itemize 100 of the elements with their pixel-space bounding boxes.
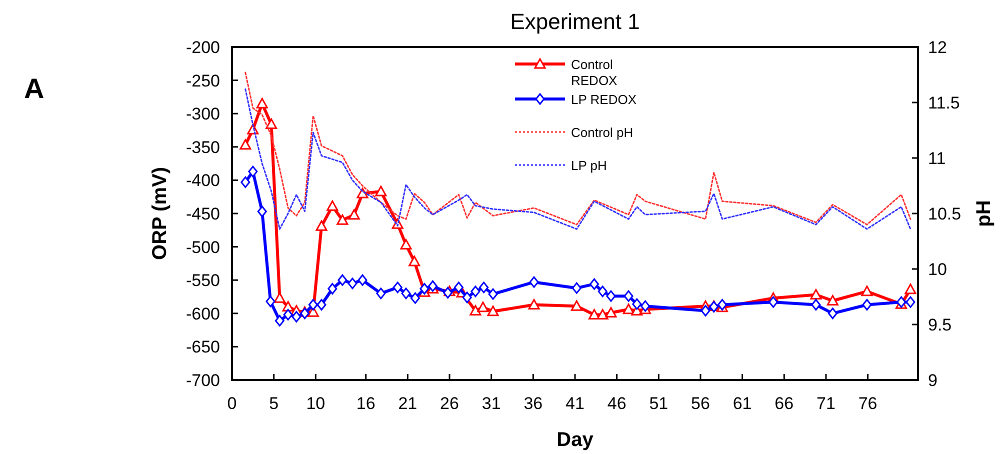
- point: [408, 256, 420, 266]
- y-tick-label: -250: [186, 71, 220, 90]
- y2-tick-label: 11.5: [928, 94, 960, 112]
- legend-label: LP pH: [571, 158, 607, 173]
- x-tick-label: 41: [566, 394, 584, 413]
- point: [605, 306, 617, 318]
- x-tick-label: 5: [269, 394, 279, 413]
- point: [420, 283, 430, 295]
- point: [392, 282, 402, 294]
- point: [588, 308, 600, 320]
- point: [282, 300, 294, 312]
- legend-label: Control REDOX: [571, 57, 618, 88]
- point: [596, 308, 608, 320]
- point: [336, 214, 348, 225]
- point: [826, 294, 838, 306]
- point: [624, 290, 634, 302]
- point: [400, 239, 412, 250]
- y2-tick-label: 10.5: [928, 204, 962, 224]
- point: [862, 298, 872, 310]
- x-tick-label: 26: [440, 394, 459, 413]
- x-tick-label: 21: [398, 394, 418, 413]
- x-tick-label: 66: [774, 394, 794, 413]
- point: [470, 304, 482, 316]
- point: [529, 276, 539, 288]
- x-tick-label: 71: [816, 394, 836, 413]
- point: [828, 308, 838, 320]
- x-tick-label: 10: [306, 394, 326, 413]
- y-tick-label: -300: [186, 104, 220, 124]
- point: [454, 282, 464, 294]
- point: [257, 206, 267, 218]
- y-tick-label: -600: [186, 304, 220, 324]
- chart-title: Experiment 1: [510, 9, 640, 34]
- point: [316, 220, 328, 231]
- point: [283, 308, 293, 320]
- point: [487, 306, 499, 316]
- y-tick-label: -500: [186, 238, 220, 257]
- point: [462, 292, 472, 304]
- point: [632, 298, 642, 310]
- point: [906, 296, 916, 308]
- point: [266, 296, 276, 308]
- point: [348, 209, 360, 220]
- point: [248, 166, 258, 178]
- x-tick-label: 0: [227, 394, 237, 413]
- point: [768, 296, 778, 308]
- x-tick-label: 16: [356, 394, 376, 413]
- point: [240, 176, 250, 188]
- point: [376, 288, 386, 300]
- legend-label: LP REDOX: [571, 92, 637, 107]
- y-tick-label: -450: [186, 204, 220, 224]
- point: [479, 282, 489, 294]
- point: [861, 286, 873, 296]
- point: [338, 274, 348, 286]
- point: [326, 200, 338, 211]
- x-tick-label: 51: [649, 394, 668, 413]
- x-tick-label: 56: [691, 394, 710, 413]
- point: [488, 288, 498, 300]
- y-axis-title: ORP (mV): [149, 167, 171, 260]
- y2-tick-label: 12: [928, 38, 947, 57]
- y-tick-label: -700: [186, 371, 220, 390]
- x-tick-label: 36: [524, 394, 543, 413]
- point: [904, 284, 916, 294]
- point: [274, 314, 284, 326]
- y2-tick-label: 11: [928, 149, 946, 168]
- point: [572, 282, 582, 294]
- point: [274, 292, 286, 303]
- point: [598, 286, 608, 298]
- y-tick-label: -350: [186, 138, 220, 157]
- y-tick-label: -200: [186, 38, 220, 57]
- point: [622, 304, 634, 314]
- point: [375, 186, 387, 196]
- y-tick-label: -400: [186, 171, 220, 190]
- y2-axis-title: pH: [973, 200, 995, 227]
- point: [358, 274, 368, 286]
- point: [477, 302, 489, 312]
- x-axis-title: Day: [556, 429, 594, 451]
- point: [470, 286, 480, 298]
- point: [256, 98, 268, 108]
- text: A: [24, 73, 44, 104]
- point: [811, 298, 821, 310]
- point: [589, 278, 599, 290]
- point: [300, 308, 310, 320]
- point: [570, 300, 582, 311]
- y2-tick-label: 10: [928, 260, 947, 279]
- point: [240, 139, 252, 150]
- y2-tick-label: 9: [928, 371, 938, 390]
- y-tick-label: -550: [186, 271, 220, 290]
- y2-tick-label: 9.5: [928, 316, 952, 334]
- legend-label: Control pH: [571, 125, 634, 140]
- point: [328, 283, 338, 295]
- x-tick-label: 31: [482, 394, 501, 413]
- x-tick-label: 61: [732, 394, 752, 413]
- point: [528, 298, 540, 310]
- point: [308, 298, 318, 310]
- point: [401, 288, 411, 300]
- point: [810, 289, 822, 300]
- point: [700, 304, 710, 316]
- point: [443, 287, 453, 299]
- x-tick-label: 46: [607, 394, 626, 413]
- point: [316, 298, 326, 310]
- y-tick-label: -650: [186, 338, 220, 357]
